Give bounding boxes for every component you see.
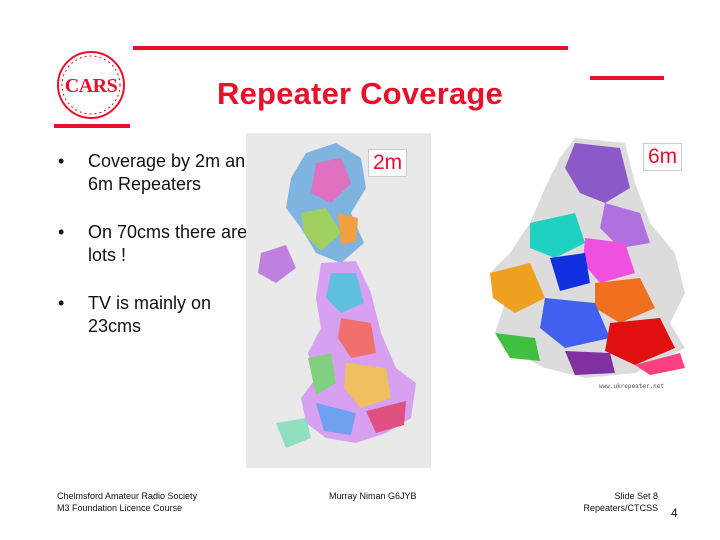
footer-org-line1: Chelmsford Amateur Radio Society	[57, 491, 198, 501]
footer-slide-info: Slide Set 8 Repeaters/CTCSS	[558, 490, 658, 514]
map-6m: 6m www.ukrepeater.net	[435, 133, 701, 399]
map-6m-image	[435, 133, 701, 399]
footer-author: Murray Niman G6JYB	[329, 491, 417, 501]
top-rule	[133, 46, 568, 50]
top-right-rule	[590, 76, 664, 80]
page-number: 4	[671, 506, 678, 520]
cars-logo: CARS	[54, 48, 128, 122]
bullet-item: • Coverage by 2m and 6m Repeaters	[56, 150, 258, 196]
logo-text: CARS	[65, 75, 118, 97]
bullet-item: • On 70cms there are lots !	[56, 221, 258, 267]
bullet-dot-icon: •	[58, 293, 65, 313]
map-2m-image	[246, 133, 431, 468]
footer-org-line2: M3 Foundation Licence Course	[57, 503, 183, 513]
bullet-text: TV is mainly on 23cms	[88, 293, 212, 336]
footer-slide-line2: Repeaters/CTCSS	[583, 503, 658, 513]
map-6m-url: www.ukrepeater.net	[599, 383, 665, 390]
map-2m-label: 2m	[368, 149, 408, 177]
bullet-dot-icon: •	[58, 151, 65, 171]
bullet-text: Coverage by 2m and 6m Repeaters	[88, 151, 256, 194]
bullet-dot-icon: •	[58, 222, 65, 242]
map-2m: 2m	[246, 133, 431, 468]
logo-underline-rule	[54, 124, 130, 128]
bullet-item: • TV is mainly on 23cms	[56, 292, 258, 338]
bullet-text: On 70cms there are lots !	[88, 222, 248, 265]
cars-logo-emblem: CARS	[57, 51, 125, 119]
footer-slide-line1: Slide Set 8	[614, 491, 658, 501]
bullet-list: • Coverage by 2m and 6m Repeaters • On 70c…	[56, 150, 258, 363]
map-6m-label: 6m	[643, 143, 683, 171]
slide-title: Repeater Coverage	[217, 76, 503, 111]
footer-org: Chelmsford Amateur Radio Society M3 Foun…	[57, 490, 197, 514]
